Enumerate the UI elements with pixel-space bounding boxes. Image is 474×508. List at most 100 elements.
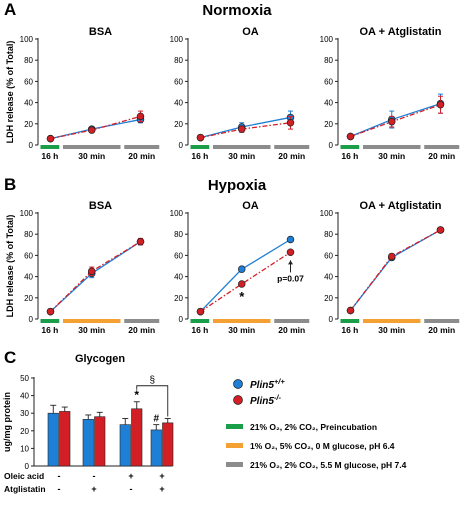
y-tick-label: 0: [179, 315, 184, 324]
y-tick-label: 100: [20, 209, 34, 218]
x-segment-label: 16 h: [191, 325, 208, 335]
y-tick-label: 80: [324, 230, 333, 239]
wt-data-point: [286, 235, 295, 244]
y-tick-label: 100: [170, 35, 184, 44]
legend-series-label: Plin5-/-: [250, 393, 281, 407]
normoxia-subplot-3: OA + Atglistatin 0 20 40 60 80 100 16 h 30 min 20…: [320, 26, 460, 161]
panel-label-c: C: [4, 348, 16, 367]
condition-mark: +: [128, 471, 133, 481]
y-tick-label: 20: [174, 294, 183, 303]
y-tick-label: 40: [174, 273, 183, 282]
subplot-title: OA: [242, 26, 259, 38]
subplot-title: OA: [242, 200, 259, 212]
ko-series-line: [50, 115, 141, 140]
y-tick-label: 60: [324, 77, 333, 86]
x-segment-label: 20 min: [278, 325, 305, 335]
ko-data-point: [87, 267, 96, 276]
legend-condition-swatch: [226, 443, 243, 448]
ko-data-point: [238, 280, 246, 288]
y-tick-label: 100: [320, 209, 334, 218]
x-segment-label: 30 min: [228, 151, 255, 161]
panel-label-b: B: [4, 175, 16, 194]
legend-condition-label: 21% O₂, 2% CO₂, 5.5 M glucose, pH 7.4: [250, 460, 407, 470]
y-tick-label: 100: [170, 209, 184, 218]
x-segment-label: 16 h: [191, 151, 208, 161]
y-tick-label: 60: [174, 251, 183, 260]
significance-bracket: [136, 385, 169, 417]
condition-mark: -: [93, 471, 96, 481]
hypoxia-subplot-2: OA 0 20 40 60 80 100 16 h 30 min 20 min * p=0.07: [170, 200, 310, 335]
ko-data-point: [388, 252, 396, 261]
x-segment-label: 30 min: [78, 325, 105, 335]
ko-bar: [59, 411, 71, 467]
ko-bar: [131, 408, 143, 467]
y-tick-label: 60: [24, 77, 33, 86]
subplot-title: OA + Atglistatin: [360, 200, 442, 212]
wt-bar: [150, 429, 162, 467]
y-tick-label: 20: [20, 427, 29, 436]
y-tick-label: 40: [324, 273, 333, 282]
normoxia-subplot-2: OA 0 20 40 60 80 100 16 h 30 min 20 min: [170, 26, 310, 161]
x-segment-label: 30 min: [378, 151, 405, 161]
y-tick-label: 0: [25, 462, 30, 471]
panel-label-a: A: [4, 0, 16, 19]
y-tick-label: 30: [20, 409, 29, 418]
wt-bar: [82, 419, 94, 467]
glycogen-ylabel: ug/mg protein: [2, 392, 12, 452]
subplot-title: BSA: [89, 200, 112, 212]
hypoxia-subplot-3: OA + Atglistatin 0 20 40 60 80 100 16 h 30 min 20…: [320, 200, 460, 335]
legend-marker: [233, 395, 243, 405]
annotation-arrowhead: [288, 260, 293, 265]
glycogen-title: Glycogen: [75, 353, 125, 365]
y-tick-label: 100: [320, 35, 334, 44]
x-segment-label: 20 min: [128, 325, 155, 335]
y-tick-label: 40: [324, 99, 333, 108]
y-tick-label: 20: [324, 120, 333, 129]
condition-label: Atglistatin: [4, 484, 46, 494]
condition-mark: +: [91, 484, 96, 494]
significance-section: §: [149, 375, 155, 386]
y-tick-label: 40: [24, 273, 33, 282]
wt-series-line: [349, 229, 441, 311]
y-tick-label: 80: [174, 230, 183, 239]
ko-data-point: [286, 118, 295, 127]
legend: Plin5+/+ Plin5-/- 21% O₂, 2% CO₂, Preincub…: [226, 377, 407, 470]
y-tick-label: 80: [24, 230, 33, 239]
y-tick-label: 40: [174, 99, 183, 108]
hypoxia-subplot-1: BSA 0 20 40 60 80 100 16 h 30 min 20 min: [20, 200, 160, 335]
glycogen-chart: Glycogen ug/mg protein 0 10 20 30 40 50 * # § Oleic…: [2, 353, 174, 494]
subplot-title: BSA: [89, 26, 112, 38]
y-tick-label: 60: [174, 77, 183, 86]
ko-data-point: [286, 248, 295, 256]
hypoxia-title: Hypoxia: [208, 177, 267, 194]
ko-series-line: [50, 241, 141, 313]
wt-bar: [119, 424, 131, 467]
legend-condition-label: 21% O₂, 2% CO₂, Preincubation: [250, 422, 377, 432]
legend-condition-swatch: [226, 424, 243, 429]
wt-data-point: [238, 265, 246, 273]
significance-star: *: [134, 388, 139, 402]
ko-data-point: [196, 133, 205, 142]
condition-mark: +: [159, 484, 164, 494]
ko-bar: [162, 422, 174, 467]
ko-data-point: [436, 100, 445, 109]
y-tick-label: 0: [179, 141, 184, 150]
p-value-label: p=0.07: [277, 273, 304, 283]
x-segment-label: 30 min: [78, 151, 105, 161]
x-segment-label: 30 min: [228, 325, 255, 335]
ko-series-line: [200, 122, 291, 139]
y-tick-label: 60: [24, 251, 33, 260]
y-tick-label: 40: [24, 99, 33, 108]
y-tick-label: 20: [24, 120, 33, 129]
wt-bar: [47, 412, 59, 467]
ko-data-point: [46, 134, 55, 143]
ko-data-point: [46, 307, 55, 316]
normoxia-subplot-1: BSA 0 20 40 60 80 100 16 h 30 min 20 min: [20, 26, 160, 161]
y-tick-label: 20: [174, 120, 183, 129]
y-tick-label: 80: [174, 56, 183, 65]
ko-data-point: [436, 226, 445, 234]
condition-mark: -: [58, 471, 61, 481]
ko-data-point: [136, 112, 145, 121]
x-segment-label: 20 min: [278, 151, 305, 161]
